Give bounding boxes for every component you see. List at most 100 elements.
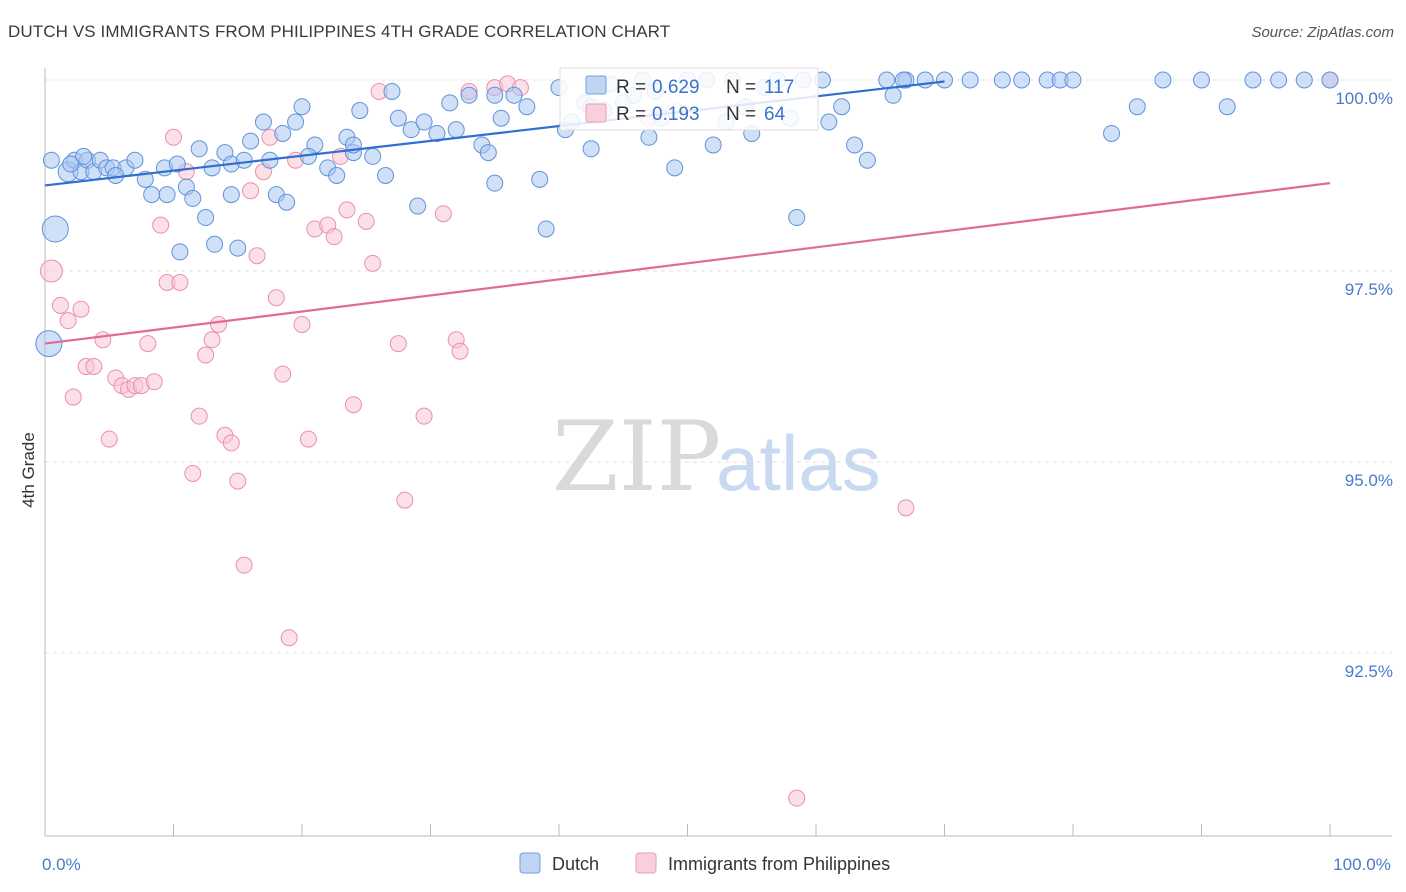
- philippines-point: [788, 789, 806, 807]
- y-tick-label: 100.0%: [1335, 89, 1393, 108]
- dutch-point: [41, 215, 69, 243]
- dutch-point: [537, 220, 555, 238]
- x-tick-label: 0.0%: [42, 855, 81, 874]
- philippines-point: [229, 472, 247, 490]
- dutch-point: [42, 151, 60, 169]
- dutch-point: [820, 113, 838, 131]
- philippines-point: [434, 205, 452, 223]
- dutch-point: [479, 144, 497, 162]
- dutch-point: [878, 71, 896, 89]
- philippines-point: [85, 358, 103, 375]
- dutch-point: [447, 121, 465, 139]
- dutch-point: [409, 197, 427, 215]
- dutch-point: [278, 193, 296, 211]
- dutch-point: [158, 186, 176, 204]
- philippines-point: [59, 312, 77, 330]
- dutch-point: [274, 124, 292, 142]
- dutch-point: [894, 71, 912, 89]
- dutch-point: [190, 140, 208, 158]
- chart-title: DUTCH VS IMMIGRANTS FROM PHILIPPINES 4TH…: [8, 22, 671, 41]
- dutch-point: [582, 140, 600, 158]
- dutch-point: [222, 186, 240, 204]
- bottom-legend: Dutch Immigrants from Philippines: [519, 852, 890, 874]
- dutch-point: [666, 159, 684, 177]
- watermark: ZIP atlas: [552, 401, 881, 513]
- dutch-point: [640, 128, 658, 146]
- y-axis-label: 4th Grade: [19, 432, 38, 508]
- dutch-point: [1270, 71, 1288, 89]
- stats-legend-swatch-philippines: [585, 103, 607, 123]
- philippines-point: [197, 346, 215, 364]
- dutch-point: [1321, 71, 1339, 89]
- dutch-point: [402, 121, 420, 139]
- dutch-point: [377, 167, 395, 184]
- dutch-point: [1244, 71, 1262, 89]
- dutch-point: [1218, 98, 1236, 116]
- dutch-point: [364, 147, 382, 165]
- x-tick-labels: 0.0% 100.0%: [42, 855, 1391, 874]
- stats-n-label-philippines: N =: [726, 104, 756, 125]
- dutch-point: [505, 86, 523, 104]
- dutch-point: [107, 167, 125, 184]
- dutch-point: [788, 209, 806, 227]
- stats-r-value-philippines: 0.193: [652, 104, 700, 125]
- dutch-point: [858, 151, 876, 169]
- legend-label-philippines: Immigrants from Philippines: [668, 854, 890, 874]
- philippines-point: [94, 331, 112, 349]
- dutch-point: [242, 132, 260, 150]
- y-tick-labels: 100.0% 97.5% 95.0% 92.5%: [1335, 89, 1393, 681]
- dutch-point: [1193, 71, 1210, 89]
- dutch-point: [383, 82, 401, 100]
- philippines-point: [325, 228, 343, 246]
- dutch-point: [993, 71, 1011, 89]
- philippines-point: [190, 407, 208, 425]
- dutch-point: [1154, 71, 1172, 89]
- dutch-point: [235, 151, 253, 169]
- dutch-point: [293, 98, 311, 116]
- dutch-point: [441, 94, 459, 112]
- dutch-point: [531, 170, 549, 188]
- dutch-point: [1064, 71, 1082, 89]
- dutch-point: [460, 86, 478, 104]
- y-tick-label: 95.0%: [1345, 471, 1393, 490]
- philippines-point: [100, 430, 118, 448]
- dutch-point: [486, 86, 504, 104]
- philippines-point: [242, 182, 260, 200]
- philippines-point: [171, 273, 189, 291]
- dutch-point: [961, 71, 979, 89]
- stats-n-label-dutch: N =: [726, 77, 756, 98]
- dutch-point: [184, 189, 202, 207]
- series-philippines-points: [39, 71, 1339, 807]
- dutch-point: [389, 109, 407, 127]
- philippines-point: [203, 331, 221, 349]
- philippines-point: [396, 491, 414, 509]
- stats-legend-swatch-dutch: [585, 75, 607, 95]
- stats-n-value-dutch: 117: [764, 77, 794, 98]
- y-tick-label: 92.5%: [1345, 662, 1393, 681]
- philippines-point: [235, 556, 253, 574]
- legend-label-dutch: Dutch: [552, 854, 599, 874]
- axes: [44, 68, 1392, 837]
- philippines-point: [165, 128, 182, 146]
- philippines-point: [139, 335, 157, 353]
- stats-n-value-philippines: 64: [764, 104, 786, 125]
- stats-legend: R = 0.629 N = 117 R = 0.193 N = 64: [559, 67, 819, 131]
- dutch-point: [75, 147, 93, 165]
- dutch-point: [126, 151, 144, 169]
- philippines-trendline: [44, 182, 1331, 345]
- watermark-zip: ZIP: [552, 401, 721, 513]
- dutch-point: [206, 235, 224, 253]
- dutch-point: [428, 124, 446, 142]
- philippines-point: [357, 212, 375, 230]
- dutch-point: [287, 113, 305, 131]
- philippines-point: [184, 464, 202, 482]
- dutch-point: [704, 136, 722, 154]
- dutch-point: [415, 113, 433, 131]
- philippines-point: [51, 296, 69, 314]
- dutch-point: [1128, 98, 1146, 116]
- stats-r-value-dutch: 0.629: [652, 77, 700, 98]
- philippines-point: [299, 430, 317, 448]
- philippines-point: [72, 300, 90, 318]
- philippines-point: [364, 254, 382, 272]
